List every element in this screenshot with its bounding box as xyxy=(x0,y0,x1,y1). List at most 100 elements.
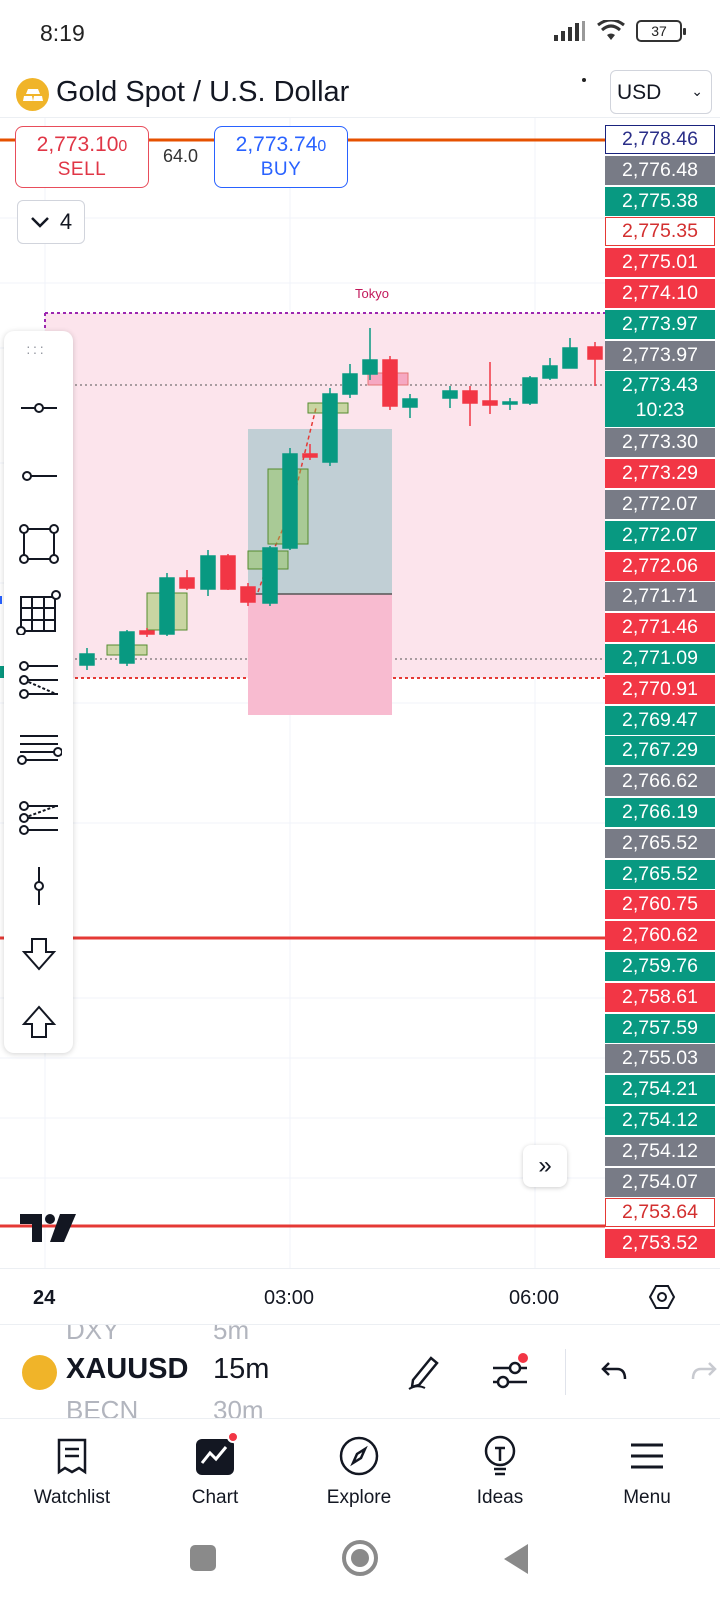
next-symbol[interactable]: BECN xyxy=(66,1395,139,1418)
price-axis-label: 2,775.35 xyxy=(605,217,715,247)
buy-price-small: 0 xyxy=(317,138,327,155)
price-axis-label: 2,754.21 xyxy=(605,1075,715,1105)
chart-canvas[interactable] xyxy=(0,118,605,1268)
price-axis-label: 2,772.07 xyxy=(605,489,715,519)
nav-watchlist[interactable]: Watchlist xyxy=(12,1427,132,1509)
vertical-line-icon[interactable] xyxy=(14,861,64,911)
horizontal-ray-icon[interactable] xyxy=(14,451,64,501)
grid-icon[interactable] xyxy=(14,587,64,637)
arrow-down-icon[interactable] xyxy=(14,929,64,979)
pitchfork-icon[interactable] xyxy=(14,655,64,705)
price-value: 2,776.48 xyxy=(622,158,698,181)
bottom-navigation: Watchlist Chart Explore Ideas Menu xyxy=(0,1418,720,1522)
sell-price: 2,773.10 xyxy=(36,133,119,156)
price-axis[interactable]: 2,778.46 2,776.48 2,775.38 2,775.35 2,775.01… xyxy=(605,118,715,1268)
price-value: 2,766.62 xyxy=(622,770,698,793)
nav-explore[interactable]: Explore xyxy=(299,1427,419,1509)
price-value: 2,770.91 xyxy=(622,677,698,700)
nav-label: Explore xyxy=(326,1487,392,1508)
nav-label: Menu xyxy=(623,1487,671,1508)
price-value: 2,775.35 xyxy=(622,220,698,243)
price-value: 2,769.47 xyxy=(622,708,698,731)
next-interval[interactable]: 30m xyxy=(213,1395,264,1418)
price-axis-label: 2,769.47 xyxy=(605,705,715,735)
expand-panel-button[interactable]: » xyxy=(523,1145,567,1187)
time-label: 06:00 xyxy=(509,1287,560,1309)
price-axis-label: 2,773.30 xyxy=(605,428,715,458)
symbol-selector[interactable]: XAUUSD xyxy=(66,1353,189,1385)
chevron-down-icon xyxy=(30,217,49,228)
pencil-icon[interactable] xyxy=(402,1349,448,1395)
time-axis[interactable]: 24 03:00 06:00 xyxy=(0,1268,720,1324)
price-value: 2,755.03 xyxy=(622,1047,698,1070)
time-label-day: 24 xyxy=(33,1287,56,1309)
price-axis-label: 2,772.06 xyxy=(605,551,715,581)
symbol-title[interactable]: Gold Spot / U.S. Dollar xyxy=(56,76,350,108)
price-axis-label: 2,755.03 xyxy=(605,1044,715,1074)
chart-settings-icon[interactable] xyxy=(648,1283,676,1316)
price-value: 2,754.12 xyxy=(622,1139,698,1162)
sell-button[interactable]: 2,773.100 SELL xyxy=(15,126,149,188)
price-axis-label: 2,759.76 xyxy=(605,951,715,981)
price-axis-label: 2,765.52 xyxy=(605,828,715,858)
notification-badge xyxy=(227,1431,239,1443)
price-value: 2,772.07 xyxy=(622,492,698,515)
status-dot xyxy=(582,78,586,82)
price-value: 2,773.97 xyxy=(622,343,698,366)
price-value: 2,772.07 xyxy=(622,523,698,546)
price-axis-label: 2,771.46 xyxy=(605,613,715,643)
undo-icon[interactable] xyxy=(592,1349,638,1395)
wifi-icon xyxy=(597,20,625,40)
currency-value: USD xyxy=(617,81,662,104)
arrow-up-icon[interactable] xyxy=(14,997,64,1047)
parallel-channel-icon[interactable] xyxy=(14,725,64,775)
status-icons: 37 xyxy=(554,20,686,42)
price-axis-label: 2,754.12 xyxy=(605,1136,715,1166)
prev-symbol[interactable]: DXY xyxy=(66,1324,120,1345)
battery-icon: 37 xyxy=(636,20,686,42)
fib-retracement-icon[interactable] xyxy=(14,793,64,843)
lightbulb-icon xyxy=(440,1427,560,1485)
system-navigation-bar xyxy=(0,1522,720,1600)
price-axis-label: 2,773.29 xyxy=(605,459,715,489)
candles xyxy=(79,328,603,670)
chart-icon xyxy=(155,1427,275,1485)
price-value: 2,754.12 xyxy=(622,1108,698,1131)
indicators-icon[interactable] xyxy=(487,1349,533,1395)
redo-icon[interactable] xyxy=(680,1349,720,1395)
buy-label: BUY xyxy=(260,159,302,180)
price-axis-label: 2,770.91 xyxy=(605,674,715,704)
home-icon xyxy=(342,1540,378,1576)
rectangle-icon[interactable] xyxy=(14,519,64,569)
collapse-indicators-button[interactable]: 4 xyxy=(17,200,85,244)
buy-price: 2,773.74 xyxy=(235,133,318,156)
price-value: 2,773.29 xyxy=(622,462,698,485)
interval-selector[interactable]: 15m xyxy=(213,1353,270,1385)
price-value: 2,767.29 xyxy=(622,739,698,762)
price-axis-label: 2,753.52 xyxy=(605,1229,715,1259)
back-icon xyxy=(504,1544,528,1574)
currency-select[interactable]: USD ⌄ xyxy=(610,70,712,114)
watchlist-icon xyxy=(12,1427,132,1485)
nav-label: Watchlist xyxy=(33,1487,111,1508)
price-axis-label: 2,771.71 xyxy=(605,582,715,612)
chart-area[interactable]: 2,773.100 SELL 64.0 2,773.740 BUY 4 Toky… xyxy=(0,118,720,1268)
price-value: 2,771.46 xyxy=(622,616,698,639)
price-value: 2,754.07 xyxy=(622,1170,698,1193)
drag-handle-icon[interactable]: ··· ··· xyxy=(26,338,46,360)
horizontal-line-icon[interactable] xyxy=(14,383,64,433)
price-axis-label: 2,773.97 xyxy=(605,340,715,370)
double-chevron-right-icon: » xyxy=(538,1152,552,1179)
price-value: 2,760.75 xyxy=(622,893,698,916)
symbol-interval-bar: DXY 5m XAUUSD 15m BECN 30m xyxy=(0,1324,720,1418)
nav-chart[interactable]: Chart xyxy=(155,1427,275,1509)
buy-button[interactable]: 2,773.740 BUY xyxy=(214,126,348,188)
price-axis-label: 2,766.19 xyxy=(605,797,715,827)
prev-interval[interactable]: 5m xyxy=(213,1324,250,1345)
price-axis-label: 2,778.46 xyxy=(605,125,715,154)
nav-menu[interactable]: Menu xyxy=(587,1427,707,1509)
nav-ideas[interactable]: Ideas xyxy=(440,1427,560,1509)
price-value: 2,753.52 xyxy=(622,1232,698,1255)
price-value: 2,757.59 xyxy=(622,1016,698,1039)
nav-label: Chart xyxy=(191,1487,239,1508)
